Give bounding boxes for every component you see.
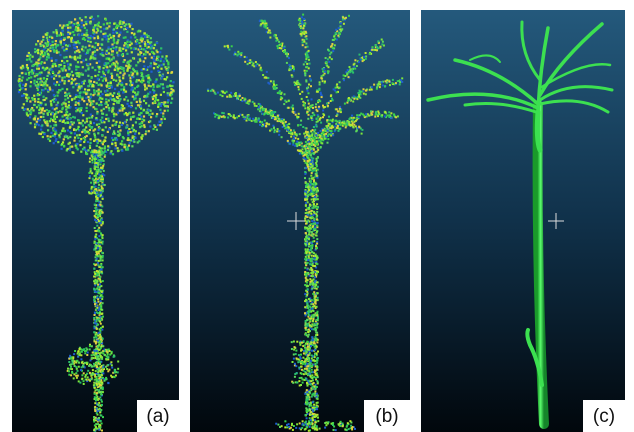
page: {"panels": [{"label": "(a)"}, {"label": …	[0, 0, 634, 432]
panel-label: (b)	[375, 406, 398, 427]
figure: (a) (b) (c)	[0, 0, 634, 432]
panel-label: (c)	[593, 406, 615, 427]
panel-label: (a)	[146, 406, 169, 427]
panel-c	[421, 10, 625, 432]
